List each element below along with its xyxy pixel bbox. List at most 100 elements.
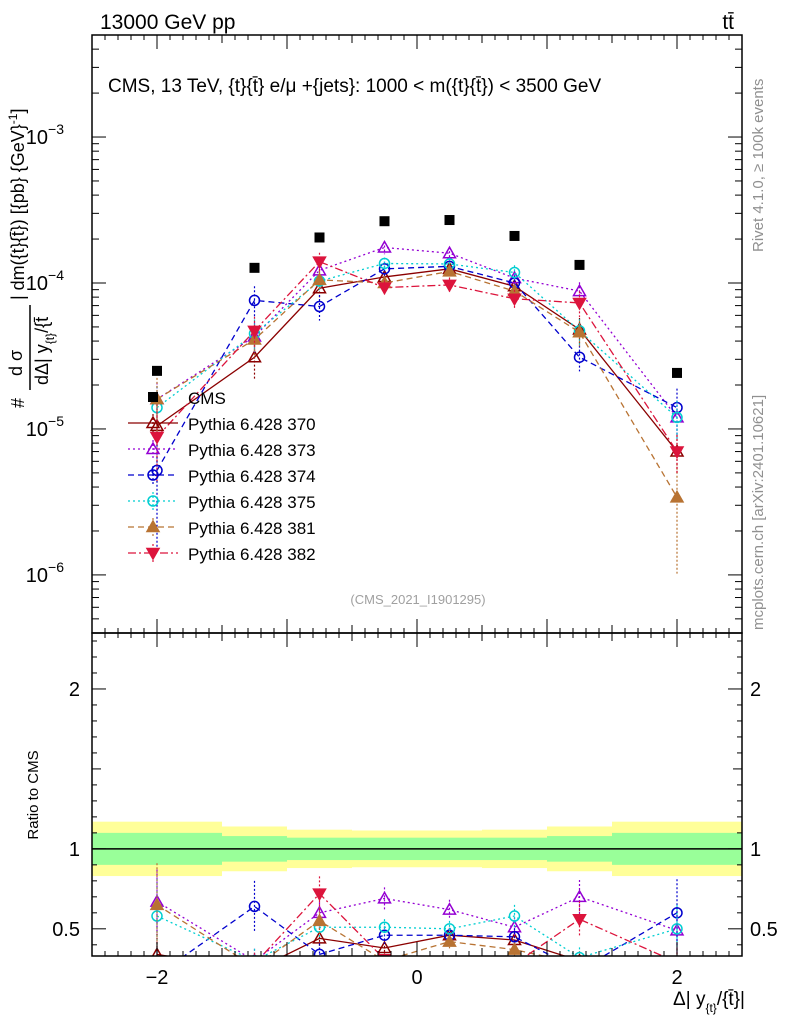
legend-marker <box>145 547 161 561</box>
svg-text:#: # <box>8 398 28 408</box>
series-point <box>247 331 262 345</box>
ratio-point <box>509 959 521 970</box>
ratio-point <box>442 902 457 915</box>
ratio-tick-label-left: 0.5 <box>52 919 80 941</box>
svg-text:d σ: d σ <box>6 350 26 376</box>
data-point <box>249 262 260 273</box>
series-point <box>671 411 683 424</box>
ylabel-sup: -1 <box>6 113 20 124</box>
legend-label: Pythia 6.428 373 <box>188 441 316 460</box>
ratio-point <box>149 897 165 911</box>
legend-marker <box>147 495 159 507</box>
ratio-point <box>443 923 456 935</box>
ratio-point <box>444 959 456 970</box>
ratio-tick-label-right: 0.5 <box>750 919 778 941</box>
legend-label: Pythia 6.428 382 <box>188 545 316 564</box>
ylabel-sub: {t} <box>43 333 57 344</box>
ratio-point <box>508 931 521 943</box>
main-frame <box>91 34 743 634</box>
data-point <box>152 365 162 376</box>
series-point <box>442 245 457 259</box>
ylabel-numerator: d σ <box>6 350 26 376</box>
ratio-y-label: Ratio to CMS <box>25 750 42 839</box>
series-line-5 <box>156 260 678 452</box>
legend-label-data: CMS <box>188 389 226 408</box>
legend-label: Pythia 6.428 370 <box>188 415 316 434</box>
ratio-point <box>575 965 585 975</box>
data-point <box>379 216 390 227</box>
data-point <box>672 367 682 378</box>
ratio-point <box>676 954 678 956</box>
legend-label: Pythia 6.428 374 <box>188 467 316 486</box>
ratio-bands <box>92 821 742 877</box>
x-tick-label: 2 <box>671 967 682 989</box>
series-point <box>312 272 327 286</box>
y-tick-label: 10−3 <box>26 121 64 149</box>
series-point <box>247 349 262 363</box>
series-point <box>442 263 457 277</box>
ratio-tick-label-right: 1 <box>750 839 761 861</box>
ylabel-d: d <box>32 375 52 385</box>
ratio-point <box>574 958 586 969</box>
ratio-tick-label-left: 1 <box>69 839 80 861</box>
series-point <box>378 263 391 275</box>
series-point <box>377 240 392 253</box>
series-point <box>312 280 327 294</box>
legend-label: Pythia 6.428 381 <box>188 519 316 538</box>
ylabel-delta: Δ| y <box>32 344 52 375</box>
ratio-point <box>312 888 327 902</box>
ratio-point <box>508 910 521 922</box>
series-line-4 <box>156 270 678 498</box>
series-point <box>573 351 586 363</box>
series-point <box>149 431 165 445</box>
rivet-label: Rivet 4.1.0, ≥ 100k events <box>750 79 767 252</box>
x-tick-label: −2 <box>146 967 169 989</box>
ratio-point <box>313 948 326 956</box>
x-axis-label: Δ| y{t}/{t̄}| <box>673 989 745 1015</box>
ratio-line-3 <box>156 915 678 956</box>
legend-marker <box>145 519 161 533</box>
ratio-point <box>312 930 327 944</box>
ratio-point <box>249 964 261 975</box>
series-line-3 <box>156 262 678 418</box>
ratio-point <box>572 913 587 927</box>
series-point <box>508 266 521 279</box>
ratio-tick-label-right: 2 <box>750 679 761 701</box>
series-line-0 <box>156 268 678 452</box>
series-point <box>442 279 457 293</box>
ratio-line-2 <box>183 905 678 956</box>
data-point <box>444 215 455 226</box>
series-line-2 <box>156 265 678 471</box>
svg-text:| dm({t}{t̄}) [{pb} {GeV}-1]: | dm({t}{t̄}) [{pb} {GeV}-1] <box>6 109 28 301</box>
ratio-point <box>377 890 392 904</box>
ratio-point <box>249 961 261 972</box>
y-tick-label: 10−5 <box>26 413 64 441</box>
data-point <box>314 232 325 243</box>
legend-marker <box>145 441 161 455</box>
x-tick-label: 0 <box>411 967 422 989</box>
ratio-point <box>378 929 391 941</box>
series-point <box>312 256 327 270</box>
ratio-point <box>507 942 522 955</box>
ratio-frame <box>91 632 743 957</box>
ratio-line-5 <box>261 892 665 956</box>
y-tick-label: 10−4 <box>26 267 64 295</box>
y-axis-label: # d σ dΔ| y{t}/{t̄ | dm({t}{t̄}) [{pb} {… <box>6 109 57 409</box>
ratio-point <box>442 934 457 947</box>
plot-title: CMS, 13 TeV, {t}{t̄} e/μ +{jets}: 1000 <… <box>108 76 601 97</box>
legend-marker <box>147 469 159 481</box>
ratio-point <box>249 959 261 970</box>
series-point <box>669 489 685 503</box>
series-point <box>377 282 392 296</box>
ylabel-right: | dm({t}{t̄}) [{pb} {GeV} <box>8 124 28 300</box>
ratio-point <box>151 946 163 956</box>
ratio-point <box>251 955 258 956</box>
ylabel-hash: # <box>8 398 28 408</box>
ratio-point <box>377 940 392 954</box>
series-point <box>248 294 261 307</box>
site-label: mcplots.cern.ch [arXiv:2401.10621] <box>750 395 767 630</box>
series-point <box>669 446 685 460</box>
axes-layer: −2 0 2 10−6 10−5 10−4 10−3 0.5 0.5 1 1 2 2 <box>26 34 778 989</box>
y-tick-label: 10−6 <box>26 559 64 587</box>
